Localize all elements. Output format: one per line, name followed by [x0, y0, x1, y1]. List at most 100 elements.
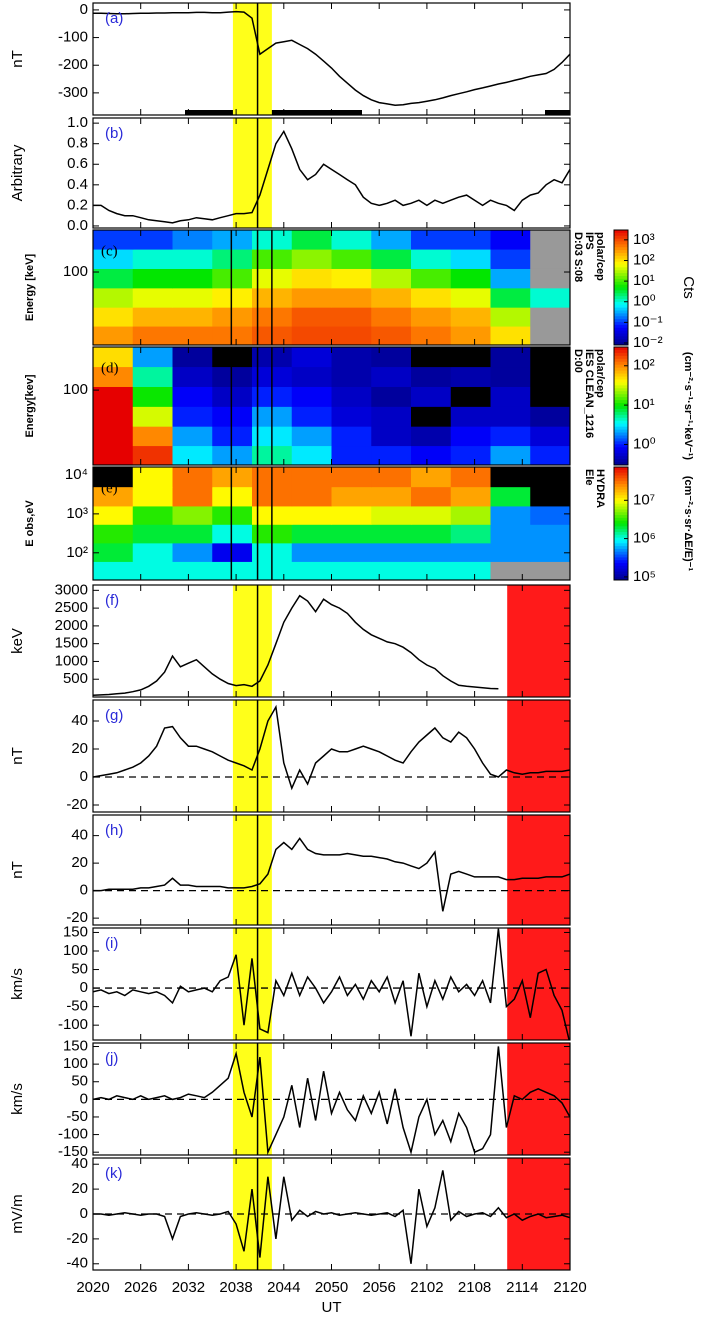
heatmap-cell	[132, 524, 173, 544]
heatmap-cell	[212, 230, 253, 250]
colorbar-segment	[614, 276, 628, 280]
colorbar-segment	[614, 426, 628, 431]
heatmap-cell	[291, 268, 332, 289]
colorbar-segment	[614, 411, 628, 416]
heatmap-cell	[411, 561, 452, 580]
y-tick-label: -200	[58, 56, 88, 73]
y-tick-label: 0	[80, 1, 88, 18]
panel-frame	[92, 117, 571, 229]
colorbar-segment	[614, 358, 628, 363]
colorbar-segment	[614, 261, 628, 265]
heatmap-cell	[530, 249, 570, 269]
colorbar-segment	[614, 299, 628, 303]
colorbar-segment	[614, 327, 628, 332]
colorbar-segment	[614, 420, 628, 425]
colorbar-segment	[614, 324, 628, 329]
heatmap-cell	[172, 347, 213, 368]
heatmap-cell	[93, 347, 134, 368]
colorbar-segment	[614, 456, 628, 460]
heatmap-cell	[291, 426, 332, 447]
heatmap-cell	[331, 486, 372, 507]
colorbar-segment	[614, 529, 628, 533]
y-tick-label: -100	[58, 29, 88, 46]
colorbar-frame	[613, 229, 629, 346]
colorbar-segment	[614, 498, 628, 502]
heatmap-cell	[291, 307, 332, 327]
colorbar-segment	[614, 241, 628, 245]
colorbar-segment	[614, 500, 628, 505]
heatmap-cell	[212, 347, 253, 368]
heatmap-cell	[212, 561, 253, 580]
x-tick-label: 2102	[410, 1279, 443, 1296]
panel-frame	[92, 229, 571, 346]
y-axis-label: km/s	[9, 1083, 26, 1115]
heatmap-cell	[291, 287, 332, 308]
heatmap-cell	[450, 524, 491, 544]
y-tick-label: -20	[66, 909, 88, 926]
panel-label: (f)	[105, 592, 119, 609]
y-tick-label: -50	[66, 1108, 88, 1125]
heatmap-cell	[93, 230, 134, 250]
heatmap-cell	[530, 542, 570, 562]
heatmap-cell	[132, 445, 173, 465]
panel-frame	[92, 2, 571, 116]
colorbar-segment	[614, 406, 628, 410]
heatmap-cell	[291, 347, 332, 368]
x-tick-label: 2108	[458, 1279, 491, 1296]
heatmap-cell	[530, 268, 570, 289]
plot-area	[93, 467, 570, 580]
heatmap-cell	[411, 287, 452, 308]
highlight-band	[232, 815, 272, 925]
panel-label: (i)	[105, 935, 118, 952]
heatmap-cell	[291, 505, 332, 525]
heatmap-cell	[490, 287, 531, 308]
y-tick-label: 50	[71, 961, 88, 978]
colorbar-segment	[614, 483, 628, 488]
data-line	[93, 837, 570, 912]
heatmap-cell	[331, 386, 372, 407]
y-tick-label: 10²	[66, 544, 88, 561]
heatmap-cell	[132, 406, 173, 427]
heatmap-cell	[490, 542, 531, 562]
plot-area	[93, 118, 570, 228]
colorbar-segment	[614, 376, 628, 380]
heatmap-cell	[411, 307, 452, 327]
colorbar-segment	[614, 540, 628, 544]
heatmap-cell	[212, 542, 253, 562]
colorbar-segment	[614, 400, 628, 404]
heatmap-cell	[490, 445, 531, 465]
x-tick-label: 2044	[267, 1279, 300, 1296]
y-tick-label: 0.8	[67, 135, 88, 152]
heatmap-cell	[450, 426, 491, 447]
data-line	[93, 10, 570, 107]
heatmap-cell	[490, 307, 531, 327]
x-tick-label: 2032	[172, 1279, 205, 1296]
y-tick-label: 0	[80, 882, 88, 899]
heatmap-cell	[530, 486, 570, 507]
heatmap-cell	[172, 268, 213, 289]
colorbar-segment	[614, 489, 628, 493]
colorbar-tick-label: 10⁷	[633, 491, 655, 508]
colorbar-segment	[614, 486, 628, 491]
heatmap-cell	[93, 426, 134, 447]
highlight-band	[232, 118, 272, 228]
heatmap-cell	[490, 406, 531, 427]
y-tick-label: -150	[58, 1143, 88, 1160]
colorbar-segment	[614, 347, 628, 351]
colorbar-segment	[614, 462, 628, 466]
y-tick-label: 2500	[55, 599, 88, 616]
heatmap-cell	[371, 307, 412, 327]
colorbar-frame	[613, 466, 629, 581]
heatmap-cell	[530, 445, 570, 465]
colorbar-segment	[614, 506, 628, 510]
heatmap-cell	[490, 426, 531, 447]
heatmap-cell	[172, 249, 213, 269]
x-tick-label: 2056	[363, 1279, 396, 1296]
colorbar-segment	[614, 278, 628, 283]
panel-frame	[92, 1042, 571, 1156]
heatmap-cell	[93, 268, 134, 289]
side-text: D:03 S:08	[572, 232, 584, 282]
heatmap-cell	[132, 366, 173, 387]
x-tick-label: 2026	[124, 1279, 157, 1296]
